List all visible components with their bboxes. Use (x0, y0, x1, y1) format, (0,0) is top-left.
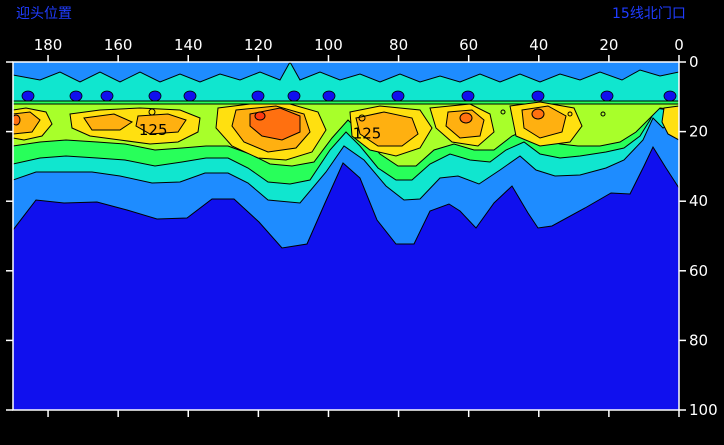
x-tick-label: 180 (34, 36, 63, 54)
contour-labels: 125 125 (139, 121, 381, 142)
y-axis: 0 20 40 60 80 100 (6, 53, 718, 419)
left-title: 迎头位置 (16, 6, 72, 22)
y-tick-label: 0 (689, 53, 699, 71)
right-title: 15线北门口 (612, 6, 686, 22)
x-tick-label: 0 (674, 36, 684, 54)
x-axis: 180 160 140 120 100 80 60 40 20 0 (34, 36, 684, 417)
x-tick-label: 160 (104, 36, 133, 54)
x-tick-label: 20 (599, 36, 618, 54)
dot-row (21, 90, 677, 102)
x-tick-label: 140 (174, 36, 203, 54)
contour-label: 125 (353, 125, 382, 143)
hot-core (254, 111, 266, 121)
x-tick-label: 40 (529, 36, 548, 54)
small-contours (148, 108, 606, 122)
surface-ripple (13, 62, 679, 83)
x-tick-label: 60 (459, 36, 478, 54)
x-tick-label: 80 (389, 36, 408, 54)
y-tick-label: 60 (689, 262, 708, 280)
x-tick-label: 100 (314, 36, 343, 54)
y-tick-label: 20 (689, 123, 708, 141)
plot-frame (12, 61, 680, 411)
contour-label: 125 (139, 121, 168, 139)
plot-area: 125 125 (13, 62, 679, 410)
y-tick-label: 80 (689, 331, 708, 349)
x-tick-label: 120 (244, 36, 273, 54)
y-tick-label: 100 (689, 401, 718, 419)
y-tick-label: 40 (689, 192, 708, 210)
